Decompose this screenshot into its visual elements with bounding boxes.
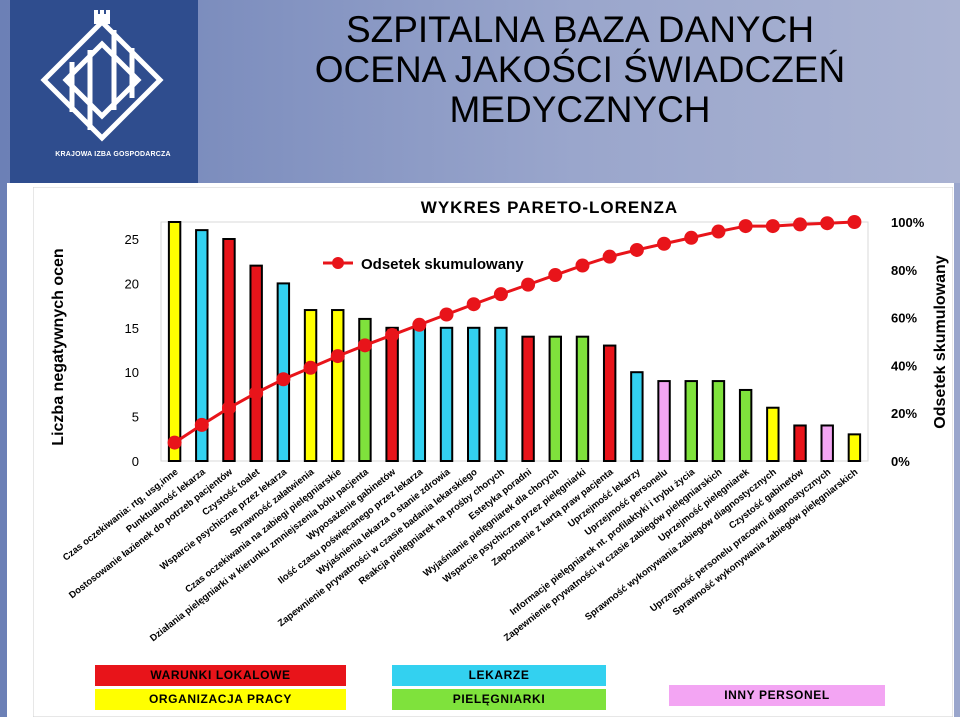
y2-tick-label: 0% [891, 454, 910, 469]
bar [331, 309, 345, 463]
y2-tick-label: 60% [891, 311, 917, 326]
bar [385, 326, 399, 462]
bar [303, 309, 318, 463]
chart-title: WYKRES PARETO-LORENZA [421, 198, 678, 217]
bar [521, 335, 535, 462]
legend-pielegniarki: PIELĘGNIARKI [392, 689, 606, 710]
y2-tick-label: 80% [891, 263, 917, 278]
cumulative-point [466, 297, 481, 312]
cumulative-point [357, 338, 372, 353]
y-tick-label: 0 [132, 454, 139, 469]
bar [249, 264, 263, 462]
legend-label: INNY PERSONEL [724, 688, 830, 702]
cumulative-point [738, 219, 753, 234]
cumulative-point [303, 360, 318, 375]
cumulative-point [249, 385, 264, 400]
y2-tick-label: 40% [891, 358, 917, 373]
legend-warunki-lokalowe: WARUNKI LOKALOWE [95, 665, 346, 686]
y-tick-label: 10 [125, 365, 139, 380]
bar [575, 335, 590, 462]
legend-line-label: Odsetek skumulowany [361, 256, 524, 273]
cumulative-point [548, 268, 563, 283]
left-border-strip [0, 0, 7, 717]
y2-tick-label: 100% [891, 215, 925, 230]
y-tick-label: 15 [125, 321, 139, 336]
bar [167, 221, 182, 462]
cumulative-point [684, 230, 699, 245]
bar [602, 344, 617, 462]
logo-panel: KRAJOWA IZBA GOSPODARCZA [10, 0, 198, 183]
cumulative-point [493, 287, 508, 302]
title-line: OCENA JAKOŚCI ŚWIADCZEŃ [314, 49, 846, 90]
cumulative-point [602, 249, 617, 264]
bar [630, 371, 644, 462]
pareto-chart: WYKRES PARETO-LORENZA 0 5 10 15 20 25 0% 20% 40% 6… [33, 187, 953, 717]
cumulative-point [330, 349, 345, 364]
bar [467, 326, 481, 462]
y-axis-title: Liczba negatywnych ocen [50, 248, 67, 445]
cumulative-point [521, 277, 536, 292]
cumulative-point [629, 242, 644, 257]
y2-tick-label: 20% [891, 406, 917, 421]
title-line: SZPITALNA BAZA DANYCH [345, 9, 815, 50]
legend-inny-personel: INNY PERSONEL [669, 685, 885, 706]
legend-label: PIELĘGNIARKI [452, 692, 546, 706]
legend-label: LEKARZE [468, 668, 530, 682]
cumulative-point [385, 328, 400, 343]
bar [222, 238, 236, 462]
legend-organizacja-pracy: ORGANIZACJA PRACY [95, 689, 346, 710]
bar [684, 380, 698, 462]
bar [793, 424, 807, 462]
cumulative-point [194, 417, 209, 432]
cumulative-point [276, 372, 291, 387]
bar [711, 380, 726, 462]
bar [358, 317, 372, 462]
cumulative-point [221, 400, 236, 415]
y-tick-label: 20 [125, 276, 139, 291]
right-border-strip [954, 183, 960, 717]
bar [657, 380, 671, 462]
cumulative-point [575, 258, 590, 273]
bar [766, 406, 780, 462]
title-line: MEDYCZNYCH [449, 89, 711, 130]
cumulative-point [412, 317, 427, 332]
legend-lekarze: LEKARZE [392, 665, 606, 686]
bar [847, 433, 862, 462]
bar [276, 282, 291, 463]
cumulative-point [820, 216, 835, 231]
legend-label: WARUNKI LOKALOWE [150, 668, 291, 682]
y-tick-label: 25 [125, 232, 139, 247]
cumulative-point [439, 307, 454, 322]
logo-caption: KRAJOWA IZBA GOSPODARCZA [55, 151, 171, 158]
cumulative-point [657, 236, 672, 251]
bar [548, 335, 562, 462]
cumulative-point [711, 224, 726, 239]
cumulative-point [765, 219, 780, 234]
bar [195, 229, 209, 463]
y2-axis-title: Odsetek skumulowany [932, 255, 949, 428]
cumulative-point [167, 435, 182, 450]
cumulative-point [793, 217, 808, 232]
y-tick-label: 5 [132, 410, 139, 425]
bar [494, 326, 508, 462]
bar [412, 326, 427, 462]
legend-label: ORGANIZACJA PRACY [148, 692, 293, 706]
bar [439, 326, 454, 462]
page-title: SZPITALNA BAZA DANYCH OCENA JAKOŚCI ŚWIA… [205, 10, 955, 130]
cumulative-point [847, 215, 862, 229]
bar [738, 388, 753, 463]
kig-logo-icon [40, 10, 164, 142]
bar [820, 424, 834, 462]
legend-line-marker [332, 257, 344, 269]
